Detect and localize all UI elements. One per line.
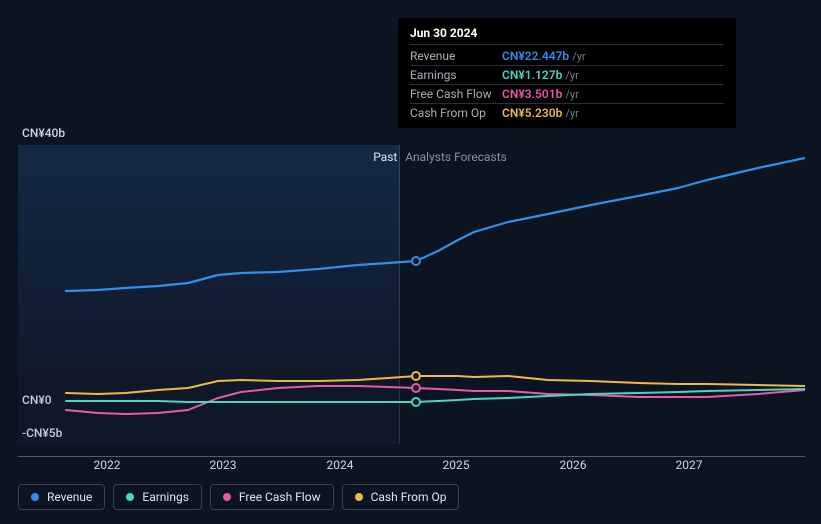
series-line-free_cash_flow (66, 386, 805, 414)
legend: Revenue Earnings Free Cash Flow Cash From O… (18, 484, 459, 510)
legend-item-revenue[interactable]: Revenue (18, 484, 105, 510)
tooltip: Jun 30 2024 RevenueCN¥22.447b/yrEarnings… (398, 18, 736, 128)
series-line-revenue (66, 154, 805, 291)
tooltip-label: Cash From Op (410, 106, 502, 120)
tooltip-label: Free Cash Flow (410, 87, 502, 101)
tooltip-label: Earnings (410, 68, 502, 82)
tooltip-date: Jun 30 2024 (410, 26, 724, 45)
tooltip-label: Revenue (410, 49, 502, 63)
legend-label: Earnings (142, 490, 189, 504)
marker-free_cash_flow (411, 383, 421, 393)
tooltip-unit: /yr (565, 88, 578, 101)
marker-earnings (411, 397, 421, 407)
x-axis-label: 2022 (94, 458, 121, 472)
legend-dot-icon (126, 493, 134, 501)
legend-item-free_cash_flow[interactable]: Free Cash Flow (210, 484, 334, 510)
marker-revenue (411, 256, 421, 266)
legend-dot-icon (31, 493, 39, 501)
series-line-earnings (66, 389, 805, 402)
x-axis-label: 2025 (443, 458, 470, 472)
x-axis-label: 2026 (560, 458, 587, 472)
tooltip-row: RevenueCN¥22.447b/yr (410, 47, 724, 66)
tooltip-unit: /yr (565, 107, 578, 120)
legend-dot-icon (355, 493, 363, 501)
x-axis-label: 2027 (676, 458, 703, 472)
financials-chart: CN¥40bCN¥0-CN¥5b Past Analysts Forecasts… (0, 0, 821, 524)
legend-label: Revenue (47, 490, 92, 504)
tooltip-row: Free Cash FlowCN¥3.501b/yr (410, 85, 724, 104)
x-axis (18, 456, 805, 457)
legend-item-earnings[interactable]: Earnings (113, 484, 202, 510)
tooltip-unit: /yr (565, 69, 578, 82)
tooltip-value: CN¥22.447b (502, 49, 569, 63)
marker-cash_from_op (411, 371, 421, 381)
tooltip-row: EarningsCN¥1.127b/yr (410, 66, 724, 85)
legend-dot-icon (223, 493, 231, 501)
x-axis-label: 2024 (327, 458, 354, 472)
legend-label: Cash From Op (371, 490, 447, 504)
tooltip-value: CN¥1.127b (502, 68, 562, 82)
legend-label: Free Cash Flow (239, 490, 321, 504)
tooltip-row: Cash From OpCN¥5.230b/yr (410, 104, 724, 122)
tooltip-value: CN¥3.501b (502, 87, 562, 101)
tooltip-value: CN¥5.230b (502, 106, 562, 120)
tooltip-unit: /yr (572, 50, 585, 63)
legend-item-cash_from_op[interactable]: Cash From Op (342, 484, 460, 510)
x-axis-label: 2023 (210, 458, 237, 472)
